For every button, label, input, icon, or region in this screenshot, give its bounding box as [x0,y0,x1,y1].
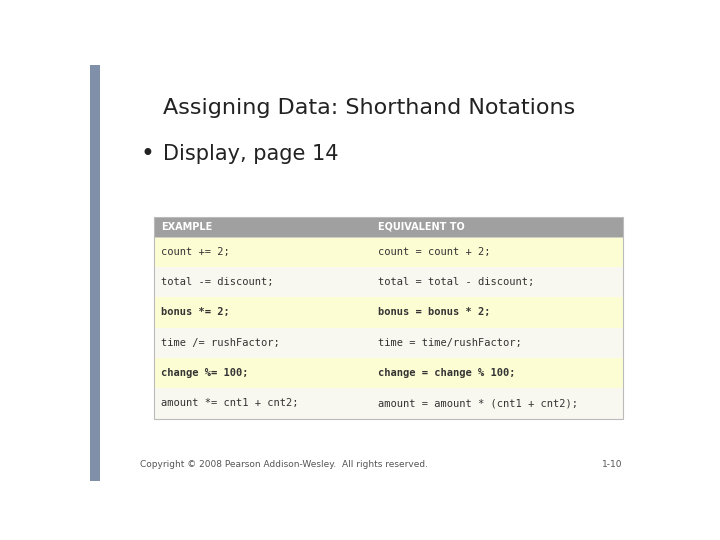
Text: amount *= cnt1 + cnt2;: amount *= cnt1 + cnt2; [161,399,298,408]
Text: EQUIVALENT TO: EQUIVALENT TO [379,221,465,232]
Text: time = time/rushFactor;: time = time/rushFactor; [379,338,522,348]
Bar [90,65,100,481]
Text: Display, page 14: Display, page 14 [163,144,338,164]
Text: count += 2;: count += 2; [161,247,230,256]
Bar [154,328,623,358]
Text: amount = amount * (cnt1 + cnt2);: amount = amount * (cnt1 + cnt2); [379,399,578,408]
Bar [154,217,623,237]
Text: EXAMPLE: EXAMPLE [161,221,212,232]
Bar [154,217,623,418]
Text: 1-10: 1-10 [603,460,623,469]
Text: bonus = bonus * 2;: bonus = bonus * 2; [379,307,491,318]
Text: count = count + 2;: count = count + 2; [379,247,491,256]
Text: Assigning Data: Shorthand Notations: Assigning Data: Shorthand Notations [163,98,575,118]
Text: bonus *= 2;: bonus *= 2; [161,307,230,318]
Text: •: • [140,142,154,166]
Bar [154,297,623,328]
Text: total -= discount;: total -= discount; [161,277,274,287]
Bar [154,237,623,267]
Bar [154,358,623,388]
Text: time /= rushFactor;: time /= rushFactor; [161,338,279,348]
Text: change %= 100;: change %= 100; [161,368,248,378]
Text: Copyright © 2008 Pearson Addison-Wesley.  All rights reserved.: Copyright © 2008 Pearson Addison-Wesley.… [140,460,428,469]
Text: total = total - discount;: total = total - discount; [379,277,535,287]
Bar [154,267,623,297]
Bar [154,388,623,418]
Text: change = change % 100;: change = change % 100; [379,368,516,378]
